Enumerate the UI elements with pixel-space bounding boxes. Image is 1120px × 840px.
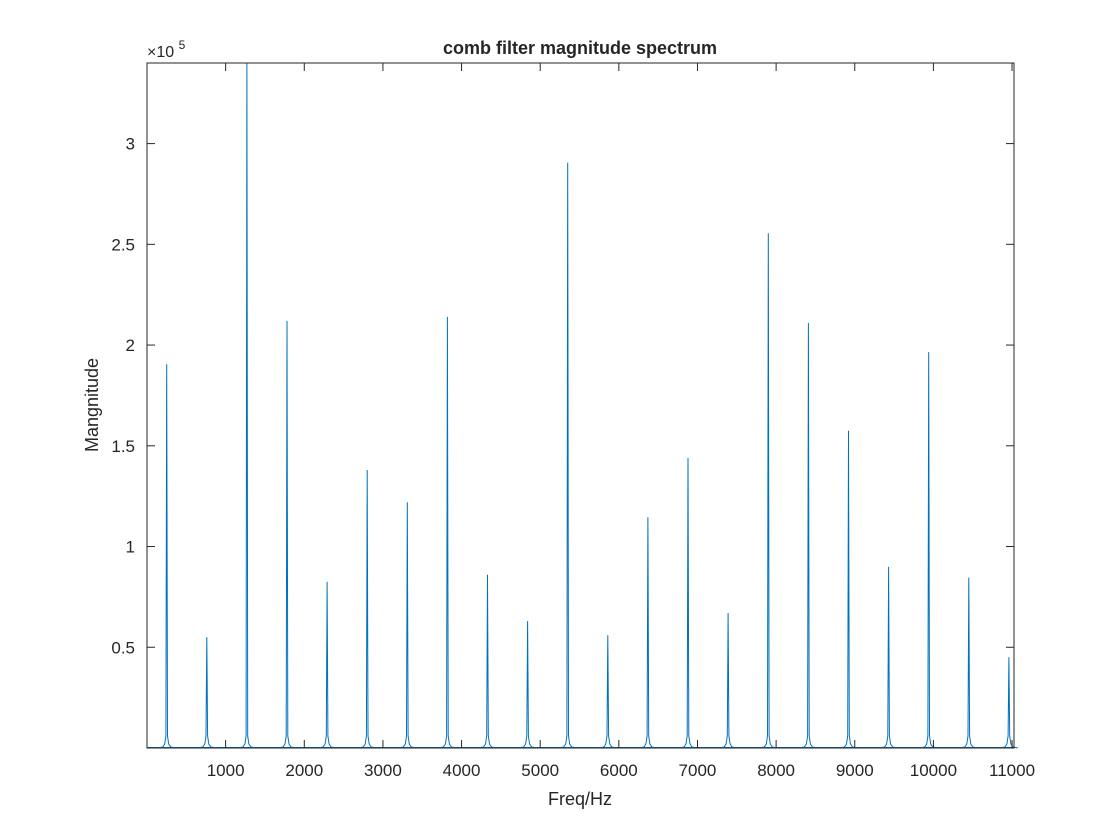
spectrum-peak-17	[799, 322, 818, 749]
spectrum-peak-16	[759, 233, 778, 749]
x-tick-label: 9000	[836, 761, 874, 780]
x-tick-label: 5000	[521, 761, 559, 780]
y-axis-exponent-base: ×10	[147, 44, 174, 61]
axes-box	[146, 62, 1015, 749]
spectrum-peak-7	[398, 502, 417, 749]
spectrum-peak-4	[277, 320, 297, 749]
spectrum-peak-8	[438, 316, 457, 749]
y-tick-label: 3	[126, 135, 135, 154]
spectrum-peak-9	[478, 574, 497, 749]
spectrum-peak-1	[157, 364, 176, 749]
x-tick-label: 8000	[757, 761, 795, 780]
spectrum-peak-21	[959, 577, 978, 749]
x-tick-label: 7000	[679, 761, 717, 780]
spectrum-peak-12	[598, 635, 617, 749]
x-tick-label: 2000	[285, 761, 323, 780]
spectrum-peak-5	[318, 581, 337, 749]
spectrum-peak-10	[518, 621, 537, 749]
spectrum-peak-15	[719, 612, 738, 749]
spectrum-peak-11	[558, 162, 577, 749]
x-tick-label: 4000	[443, 761, 481, 780]
x-tick-label: 11000	[989, 761, 1035, 780]
y-axis-label: Mangnitude	[82, 358, 102, 452]
spectrum-peak-14	[678, 457, 698, 749]
spectrum-peak-20	[919, 352, 938, 749]
spectrum-peak-19	[879, 566, 898, 749]
spectrum-peak-2	[197, 637, 216, 749]
y-tick-label: 2	[126, 336, 135, 355]
axes-background	[147, 63, 1014, 748]
chart-title: comb filter magnitude spectrum	[443, 38, 717, 58]
spectrum-peak-18	[839, 430, 858, 749]
y-tick-label: 1.5	[111, 437, 135, 456]
x-axis-label: Freq/Hz	[548, 789, 612, 809]
y-tick-label: 1	[126, 538, 135, 557]
x-tick-label: 1000	[207, 761, 245, 780]
x-tick-label: 3000	[364, 761, 402, 780]
spectrum-peak-6	[358, 469, 377, 749]
y-axis-exponent: ×10 5	[147, 38, 186, 61]
y-tick-label: 0.5	[111, 638, 135, 657]
spectrum-peak-13	[638, 517, 657, 749]
x-tick-label: 10000	[910, 761, 957, 780]
y-tick-label: 2.5	[111, 235, 135, 254]
axis-ticks: 1000 2000 3000 4000 5000 6000 7000 8000 9000 1000…	[111, 63, 1035, 780]
x-tick-label: 6000	[600, 761, 638, 780]
y-axis-exponent-power: 5	[179, 38, 186, 52]
